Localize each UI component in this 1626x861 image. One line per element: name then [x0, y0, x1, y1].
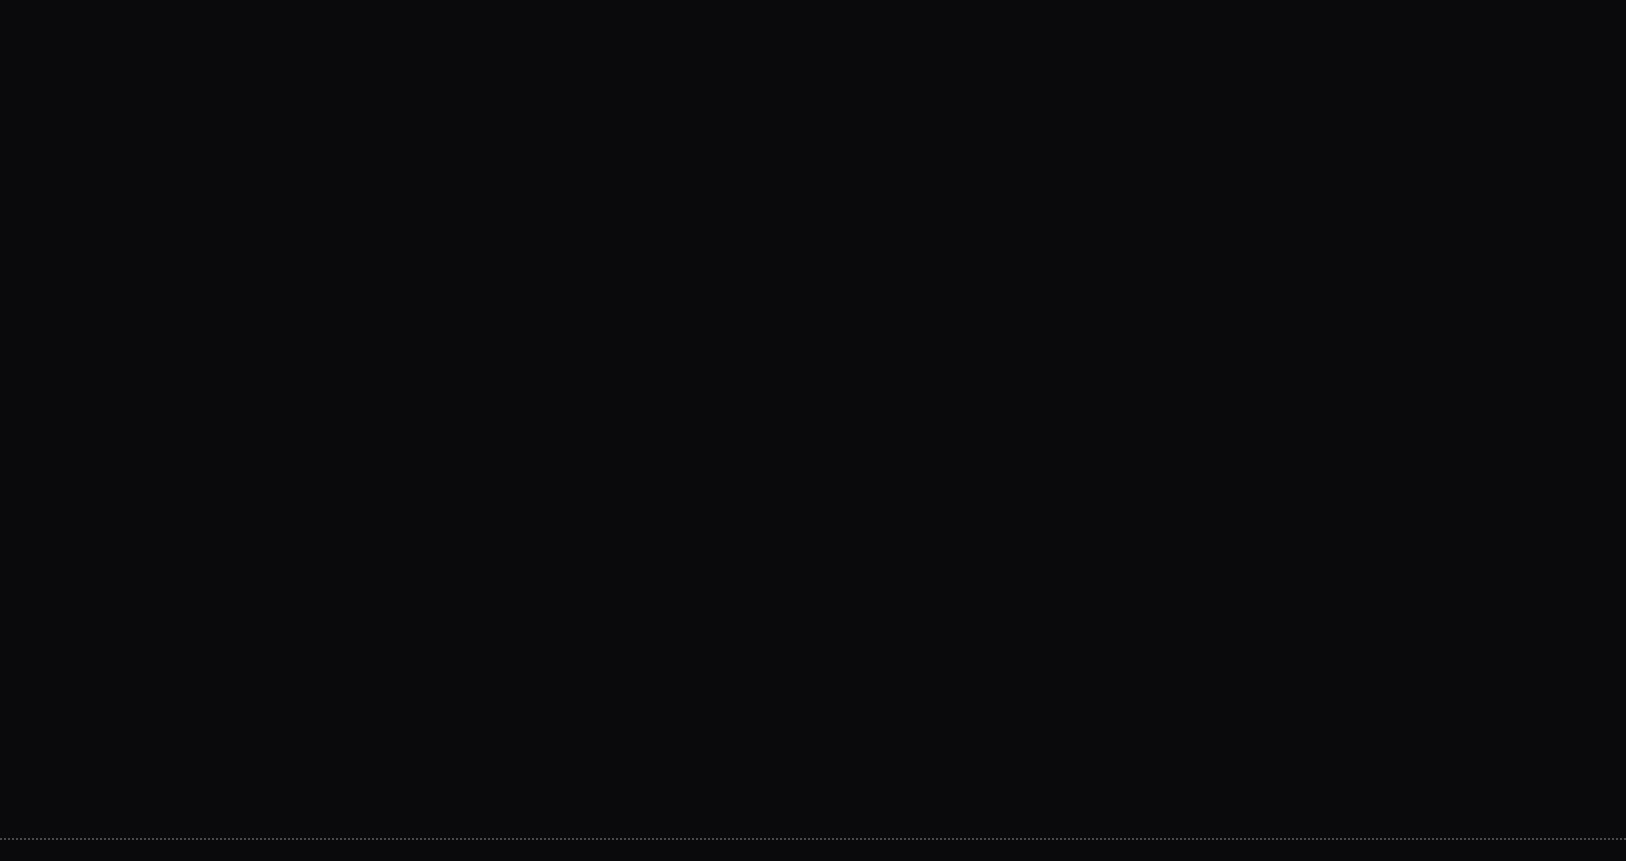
x-axis-pane	[0, 838, 1626, 861]
price-chart-pane[interactable]	[0, 0, 1626, 608]
price-chart-svg[interactable]	[0, 0, 1626, 608]
kd-indicator-pane[interactable]	[0, 614, 1626, 836]
kd-chart-svg[interactable]	[0, 614, 1626, 836]
